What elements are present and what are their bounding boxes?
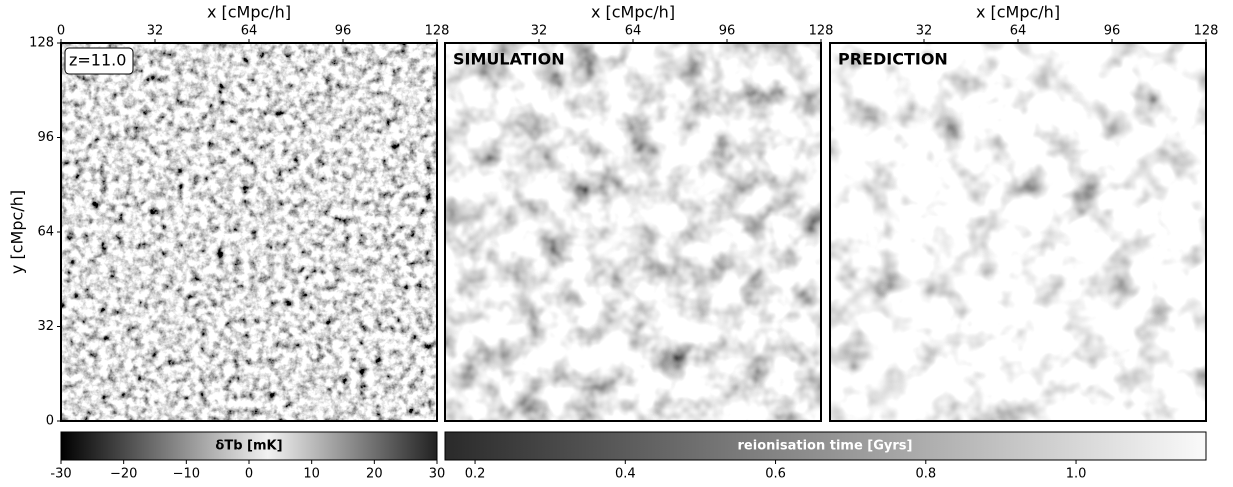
field-image — [445, 43, 821, 421]
y-axis-label: y [cMpc/h] — [8, 190, 27, 274]
colorbar-tick-label: 0.8 — [915, 467, 936, 482]
x-tick-label: 32 — [147, 24, 164, 39]
colorbar-tick-label: 0.2 — [465, 467, 486, 482]
colorbar-tick-label: −20 — [110, 467, 137, 482]
x-tick-label: 96 — [335, 24, 352, 39]
colorbar-tick-label: 10 — [303, 467, 320, 482]
x-tick-label: 64 — [1010, 24, 1027, 39]
x-tick-label: 96 — [1104, 24, 1121, 39]
x-tick-label: 128 — [809, 24, 834, 39]
y-tick-label: 96 — [37, 130, 54, 145]
x-tick-label: 128 — [1194, 24, 1219, 39]
x-tick-label: 64 — [241, 24, 258, 39]
field-image — [830, 43, 1206, 421]
colorbar-label: reionisation time [Gyrs] — [738, 439, 913, 454]
x-axis-label: x [cMpc/h] — [976, 3, 1060, 22]
colorbar-tick-label: 0 — [245, 467, 253, 482]
colorbar — [60, 431, 438, 461]
annotation-box — [64, 47, 134, 75]
colorbar-tick-label: 1.0 — [1066, 467, 1087, 482]
y-tick-label: 0 — [46, 414, 54, 429]
colorbar — [444, 431, 1207, 461]
x-tick-label: 32 — [916, 24, 933, 39]
colorbar-label: δTb [mK] — [215, 439, 282, 454]
y-tick-label: 64 — [37, 225, 54, 240]
annotation: SIMULATION — [453, 50, 565, 69]
x-tick-label: 96 — [719, 24, 736, 39]
x-axis-label: x [cMpc/h] — [591, 3, 675, 22]
field-image — [61, 43, 437, 421]
x-tick-label: 32 — [531, 24, 548, 39]
x-axis-label: x [cMpc/h] — [207, 3, 291, 22]
x-tick-label: 64 — [625, 24, 642, 39]
x-tick-label: 128 — [425, 24, 450, 39]
colorbar-tick-label: −10 — [173, 467, 200, 482]
y-tick-label: 128 — [29, 36, 54, 51]
colorbar-tick-label: 20 — [366, 467, 383, 482]
y-tick-label: 32 — [37, 319, 54, 334]
annotation: PREDICTION — [838, 50, 948, 69]
colorbar-tick-label: 0.6 — [765, 467, 786, 482]
x-tick-label: 0 — [57, 24, 65, 39]
colorbar-tick-label: -30 — [50, 467, 71, 482]
colorbar-tick-label: 0.4 — [615, 467, 636, 482]
colorbar-tick-label: 30 — [429, 467, 446, 482]
annotation: z=11.0 — [69, 51, 126, 70]
